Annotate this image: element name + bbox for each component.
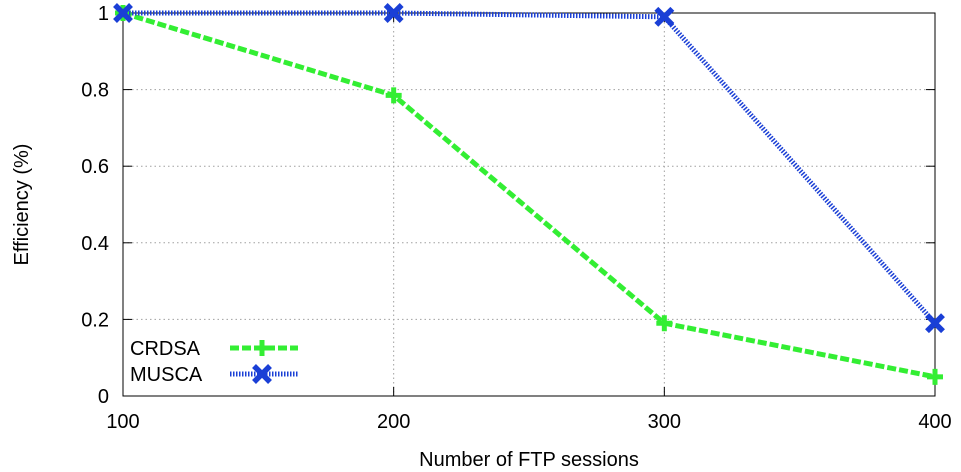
data-point-musca	[383, 3, 404, 23]
legend: CRDSA MUSCA	[130, 338, 298, 386]
series-line-musca	[123, 10, 937, 325]
plot-frame	[122, 12, 936, 397]
legend-marker	[252, 364, 272, 384]
grid-lines	[123, 13, 935, 396]
data-point-crdsa	[927, 368, 943, 385]
data-point-musca	[925, 313, 945, 334]
x-tick-label: 200	[377, 411, 410, 433]
data-point-crdsa	[656, 315, 673, 332]
y-tick-label: 1	[98, 3, 109, 25]
axis-ticks: 0 0.2 0.4 0.6 0.8 1 100 200 300 400	[81, 3, 952, 433]
legend-label: CRDSA	[130, 338, 201, 360]
x-axis-label: Number of FTP sessions	[419, 449, 639, 471]
legend-marker	[254, 340, 270, 356]
x-tick-label: 400	[918, 411, 951, 433]
y-tick-label: 0.4	[81, 233, 109, 255]
series-line-crdsa	[122, 10, 936, 380]
plot-border	[122, 12, 936, 397]
legend-item-crdsa: CRDSA	[130, 338, 298, 360]
data-series	[113, 3, 945, 385]
y-tick-label: 0	[98, 386, 109, 408]
data-point-musca	[113, 3, 133, 23]
data-point-crdsa	[385, 87, 402, 104]
y-axis-label: Efficiency (%)	[11, 144, 33, 266]
legend-label: MUSCA	[130, 364, 203, 386]
y-tick-label: 0.8	[81, 80, 109, 102]
legend-item-musca: MUSCA	[130, 364, 298, 386]
x-tick-label: 300	[648, 411, 681, 433]
y-tick-label: 0.2	[81, 309, 109, 331]
y-tick-label: 0.6	[81, 156, 109, 178]
series-musca	[113, 3, 945, 334]
x-tick-label: 100	[106, 411, 139, 433]
data-point-musca	[654, 6, 675, 27]
